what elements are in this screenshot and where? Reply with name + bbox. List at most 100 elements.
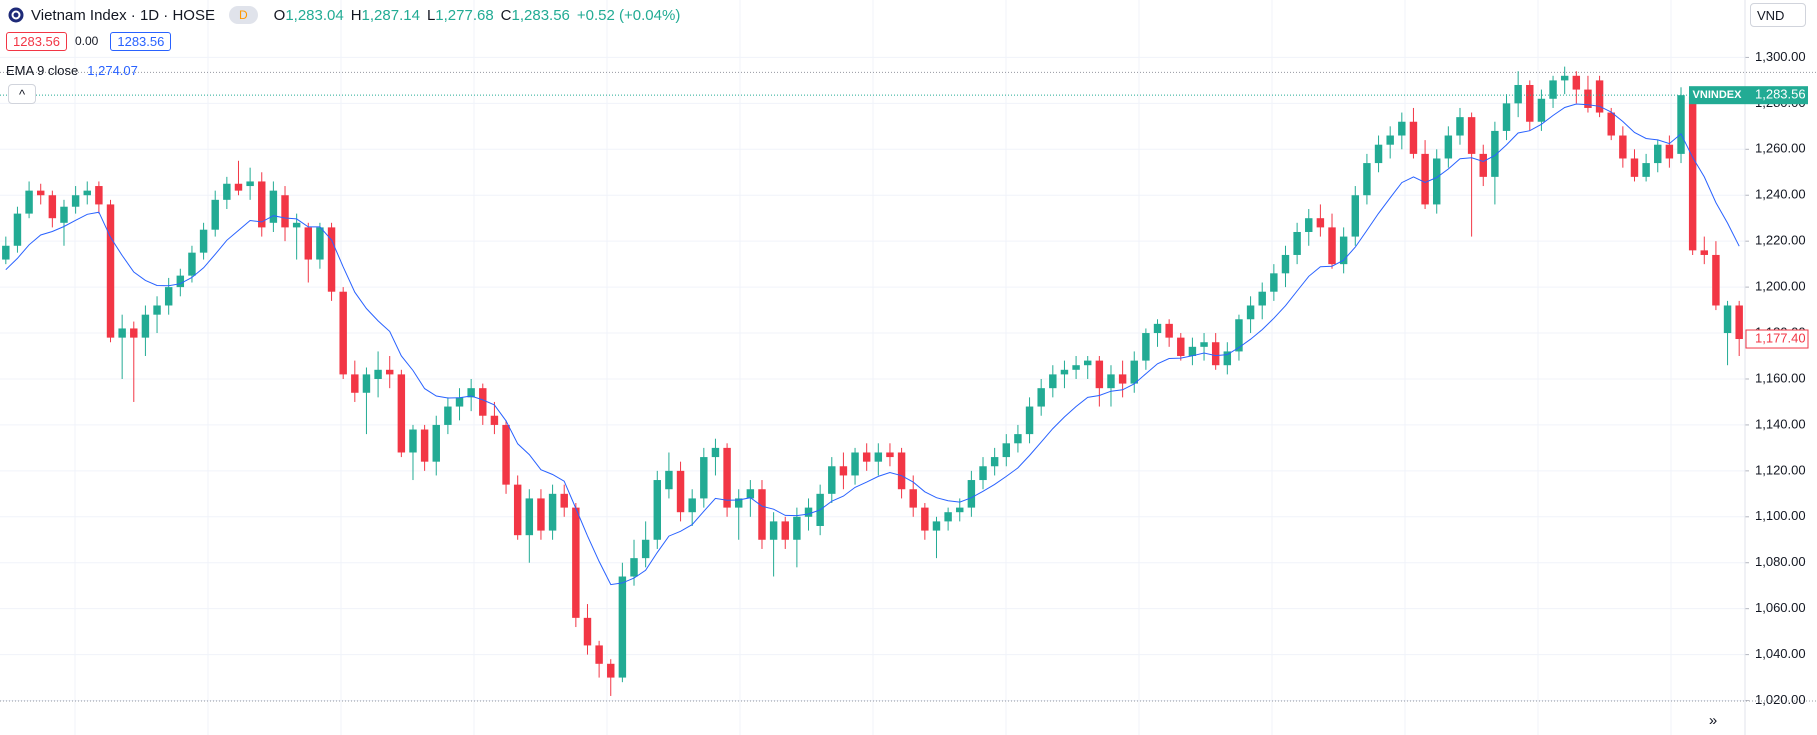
y-tick-label: 1,160.00 [1755,370,1806,385]
candle-body [1142,333,1150,361]
candle-body [479,388,487,416]
candle-body [793,516,801,540]
y-tick-label: 1,240.00 [1755,187,1806,202]
trade-row: 1283.56 0.00 1283.56 [6,29,172,53]
ohlc: O1,283.04 H1,287.14 L1,277.68 C1,283.56 [274,7,570,24]
candle-body [513,484,522,536]
candle-body [641,539,650,559]
y-tick-label: 1,120.00 [1755,462,1806,477]
candle-body [1386,135,1394,145]
buy-button[interactable]: 1283.56 [110,31,172,51]
candle-body [804,507,813,517]
candle-body [1165,323,1173,338]
candle-body [455,397,464,407]
candle-body [153,305,161,315]
candle-body [862,452,871,462]
candle-body [572,507,580,618]
candle-body [1665,144,1674,159]
candle-body [339,291,347,375]
candle-body [1095,360,1104,389]
candle-body [1630,158,1639,177]
candle-body [258,181,266,228]
currency: VND [1757,7,1785,23]
candle-body [1305,218,1313,232]
ohlc-item: O1,283.04 [274,7,344,24]
candle-body [781,521,789,540]
candle-body [630,558,638,577]
candle-body [1258,291,1266,306]
candle-body [36,190,45,196]
y-tick-label: 1,020.00 [1755,692,1806,707]
candle-body [1619,135,1627,159]
candle-body [944,512,952,522]
candle-body [1270,273,1278,292]
candle-body [1363,163,1371,196]
ohlc-value: 1,283.56 [511,6,570,24]
candle-body [234,183,243,191]
candle-body [618,576,627,678]
candle-body [607,663,615,678]
candle-body [956,507,964,513]
change: +0.52 (+0.04%) [576,6,681,24]
candle-body [1700,250,1709,255]
candle-body [1526,84,1534,122]
symbol-icon [8,7,24,23]
candle-body [304,227,313,260]
candle-body [397,374,406,453]
indicator-value: 1,274.07 [87,62,138,78]
y-tick-label: 1,040.00 [1755,646,1806,661]
y-tick-label: 1,140.00 [1755,416,1806,431]
candle-body [327,227,336,292]
candle-body [665,470,673,490]
price-label-name: VNINDEX [1693,89,1743,101]
candle-body [1211,342,1220,366]
candle-body [1223,351,1232,366]
candle-body [1735,305,1743,340]
candle-body [141,314,150,338]
candle-body [1677,95,1685,154]
symbol-title[interactable]: Vietnam Index · 1D · HOSE [31,6,215,24]
ohlc-key: O [273,6,286,24]
candle-body [199,229,208,253]
candle-body [374,369,382,379]
candle-body [583,617,592,646]
candle-body [1083,360,1092,366]
candle-body [1118,374,1127,384]
candle-body [653,480,662,540]
candle-body [548,493,557,531]
indicator-name: EMA 9 close [6,62,79,78]
candle-body [828,466,836,494]
price-label: 1,283.56 [1755,87,1806,102]
candle-body [444,406,452,425]
spread: 0.00 [75,34,99,48]
sell-button[interactable]: 1283.56 [6,31,67,51]
ohlc-key: L [426,6,436,24]
currency-select[interactable]: VND [1750,3,1806,27]
candle-body [25,190,33,214]
candle-body [1491,130,1499,177]
y-tick-label: 1,060.00 [1755,600,1806,615]
y-tick-label: 1,260.00 [1755,141,1806,156]
candle-body [921,507,929,531]
collapse-button[interactable]: ^ [8,84,36,104]
candle-body [537,498,545,531]
ohlc-item: C1,283.56 [501,7,570,24]
candle-body [1584,89,1592,108]
candle-body [1409,121,1418,154]
candle-body [746,489,755,499]
candle-body [223,183,231,200]
candle-body [1049,374,1057,389]
scroll-button[interactable]: » [1700,708,1726,732]
candle-body [1560,75,1569,81]
header-row: Vietnam Index · 1D · HOSE D O1,283.04 H1,… [8,4,680,26]
candle-body [1281,254,1290,274]
candle-body [839,466,848,476]
candle-body [71,195,80,207]
ohlc-value: 1,283.04 [285,6,344,24]
candle-body [1421,153,1429,205]
y-tick-label: 1,100.00 [1755,508,1806,523]
candle-body [1549,80,1557,99]
candle-body [1025,406,1034,435]
candle-body [897,452,906,490]
